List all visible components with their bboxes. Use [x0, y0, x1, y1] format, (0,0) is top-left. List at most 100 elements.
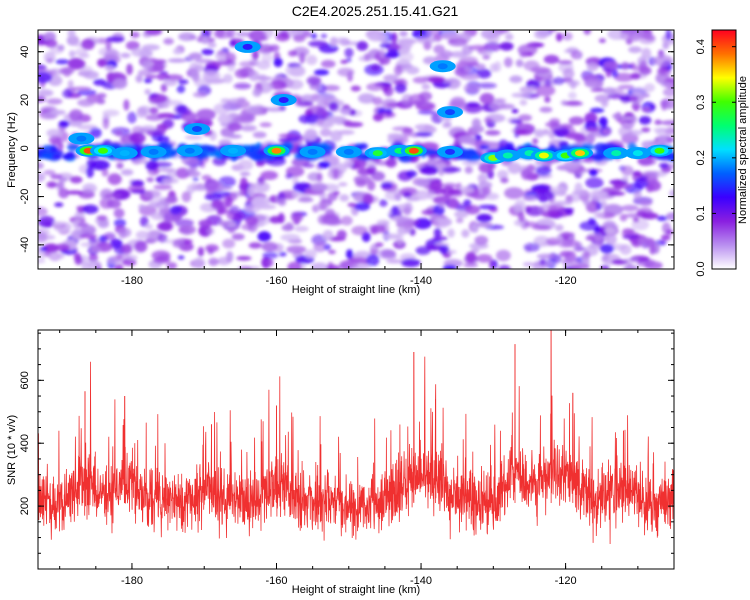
spectrogram-noise-blob — [270, 195, 277, 203]
spectrogram-noise-blob — [157, 233, 168, 243]
spectrogram-noise-blob — [38, 172, 46, 183]
spectrogram-feature — [76, 135, 87, 142]
spectrogram-noise-blob — [421, 83, 431, 90]
spectrogram-noise-blob — [417, 110, 436, 115]
spectrogram-noise-blob — [641, 47, 652, 60]
spectrogram-noise-blob — [588, 217, 597, 225]
spectrogram-noise-blob — [367, 180, 376, 191]
spectrogram-noise-blob — [557, 60, 573, 65]
spectrogram-noise-blob — [333, 37, 349, 45]
spectrogram-noise-blob — [621, 204, 639, 212]
spectrogram-noise-blob — [542, 129, 550, 136]
spectrogram-noise-blob — [38, 95, 46, 103]
spectrogram-noise-blob — [515, 59, 524, 68]
spectrogram-noise-blob — [583, 198, 591, 206]
spectrogram-noise-blob — [386, 259, 404, 264]
y-tick-label: -20 — [19, 189, 31, 205]
spectrogram-noise-blob — [169, 205, 182, 215]
spectrogram-noise-blob — [263, 30, 274, 38]
spectrogram-noise-blob — [460, 73, 480, 81]
spectrogram-noise-blob — [562, 32, 573, 41]
spectrogram-noise-blob — [656, 215, 668, 222]
spectrogram-noise-blob — [96, 215, 108, 221]
spectrogram-noise-blob — [499, 41, 514, 51]
spectrogram-noise-blob — [67, 30, 76, 38]
y-tick-label: 600 — [19, 371, 31, 389]
spectrogram-noise-blob — [624, 264, 640, 269]
spectrogram-noise-blob — [258, 176, 266, 185]
spectrogram-noise-blob — [588, 242, 600, 249]
spectrogram-noise-blob — [277, 198, 287, 207]
spectrogram-noise-blob — [628, 46, 642, 54]
spectrogram-noise-blob — [488, 260, 496, 269]
spectrogram-noise-blob — [363, 53, 371, 61]
spectrogram-noise-blob — [662, 87, 674, 97]
x-tick-label: -180 — [121, 575, 143, 587]
spectrogram-noise-blob — [267, 258, 274, 267]
spectrogram-noise-blob — [639, 175, 649, 183]
spectrogram-noise-blob — [585, 127, 600, 132]
spectrogram-noise-blob — [427, 190, 435, 200]
spectrogram-noise-blob — [158, 167, 176, 173]
spectrogram-band-blob — [250, 153, 266, 162]
spectrogram-noise-blob — [333, 190, 340, 196]
x-tick-label: -140 — [410, 575, 432, 587]
spectrogram-noise-blob — [463, 103, 483, 114]
colorbar-ticks: 0.0 0.1 0.2 0.3 0.4 — [695, 39, 736, 277]
spectrogram-noise-blob — [46, 128, 62, 138]
spectrogram-noise-blob — [433, 227, 442, 239]
spectrogram-noise-blob — [511, 108, 519, 114]
spectrogram-noise-blob — [112, 78, 128, 90]
spectrogram-noise-blob — [126, 63, 133, 75]
spectrogram-noise-blob — [660, 98, 674, 109]
spectrogram-noise-blob — [305, 113, 319, 124]
spectrogram-noise-blob — [563, 207, 574, 212]
spectrogram-noise-blob — [207, 227, 215, 235]
spectrogram-noise-blob — [316, 172, 323, 183]
spectrogram-noise-blob — [566, 100, 581, 105]
spectrogram-noise-blob — [135, 230, 150, 240]
spectrogram-noise-blob — [638, 236, 654, 248]
spectrogram-noise-blob — [43, 51, 56, 64]
spectrogram-noise-blob — [136, 107, 148, 118]
spectrogram-noise-blob — [146, 177, 154, 183]
spectrogram-noise-blob — [80, 224, 97, 236]
spectrogram-noise-blob — [649, 243, 656, 255]
spectrogram-noise-blob — [476, 82, 497, 89]
spectrogram-noise-blob — [131, 48, 152, 57]
spectrogram-noise-blob — [457, 135, 477, 144]
spectrogram-noise-blob — [357, 93, 376, 104]
spectrogram-feature — [445, 109, 455, 116]
spectrogram-ticks: -180 -160 -140 -120 -40 -20 0 20 40 — [19, 30, 675, 287]
spectrogram-noise-blob — [601, 100, 609, 108]
spectrogram-noise-blob — [135, 74, 143, 83]
spectrogram-noise-blob — [535, 84, 556, 97]
spectrogram-heatmap — [38, 30, 674, 269]
spectrogram-noise-blob — [586, 62, 599, 72]
spectrogram-noise-blob — [269, 215, 282, 224]
spectrogram-noise-blob — [318, 161, 331, 169]
spectrogram-noise-blob — [447, 228, 455, 238]
spectrogram-noise-blob — [166, 262, 178, 269]
spectrogram-feature — [184, 147, 195, 154]
spectrogram-noise-blob — [602, 254, 610, 261]
spectrogram-noise-blob — [590, 87, 606, 92]
spectrogram-noise-blob — [600, 243, 614, 254]
spectrogram-noise-blob — [248, 242, 262, 249]
spectrogram-band-blob — [200, 145, 217, 150]
spectrogram-noise-blob — [106, 199, 122, 209]
spectrogram-noise-blob — [56, 181, 65, 189]
spectrogram-noise-blob — [244, 203, 261, 214]
spectrogram-noise-blob — [165, 74, 184, 81]
snr-ylabel: SNR (10 * v/v) — [6, 415, 18, 485]
spectrogram-noise-blob — [416, 178, 430, 188]
spectrogram-noise-blob — [622, 234, 640, 240]
spectrogram-noise-blob — [415, 132, 434, 137]
spectrogram-noise-blob — [101, 168, 109, 177]
spectrogram-noise-blob — [144, 30, 163, 36]
spectrogram-noise-blob — [621, 165, 634, 176]
spectrogram-noise-blob — [130, 31, 140, 38]
spectrogram-feature — [307, 148, 318, 155]
spectrogram-noise-blob — [294, 225, 309, 232]
spectrogram-noise-blob — [340, 215, 353, 226]
